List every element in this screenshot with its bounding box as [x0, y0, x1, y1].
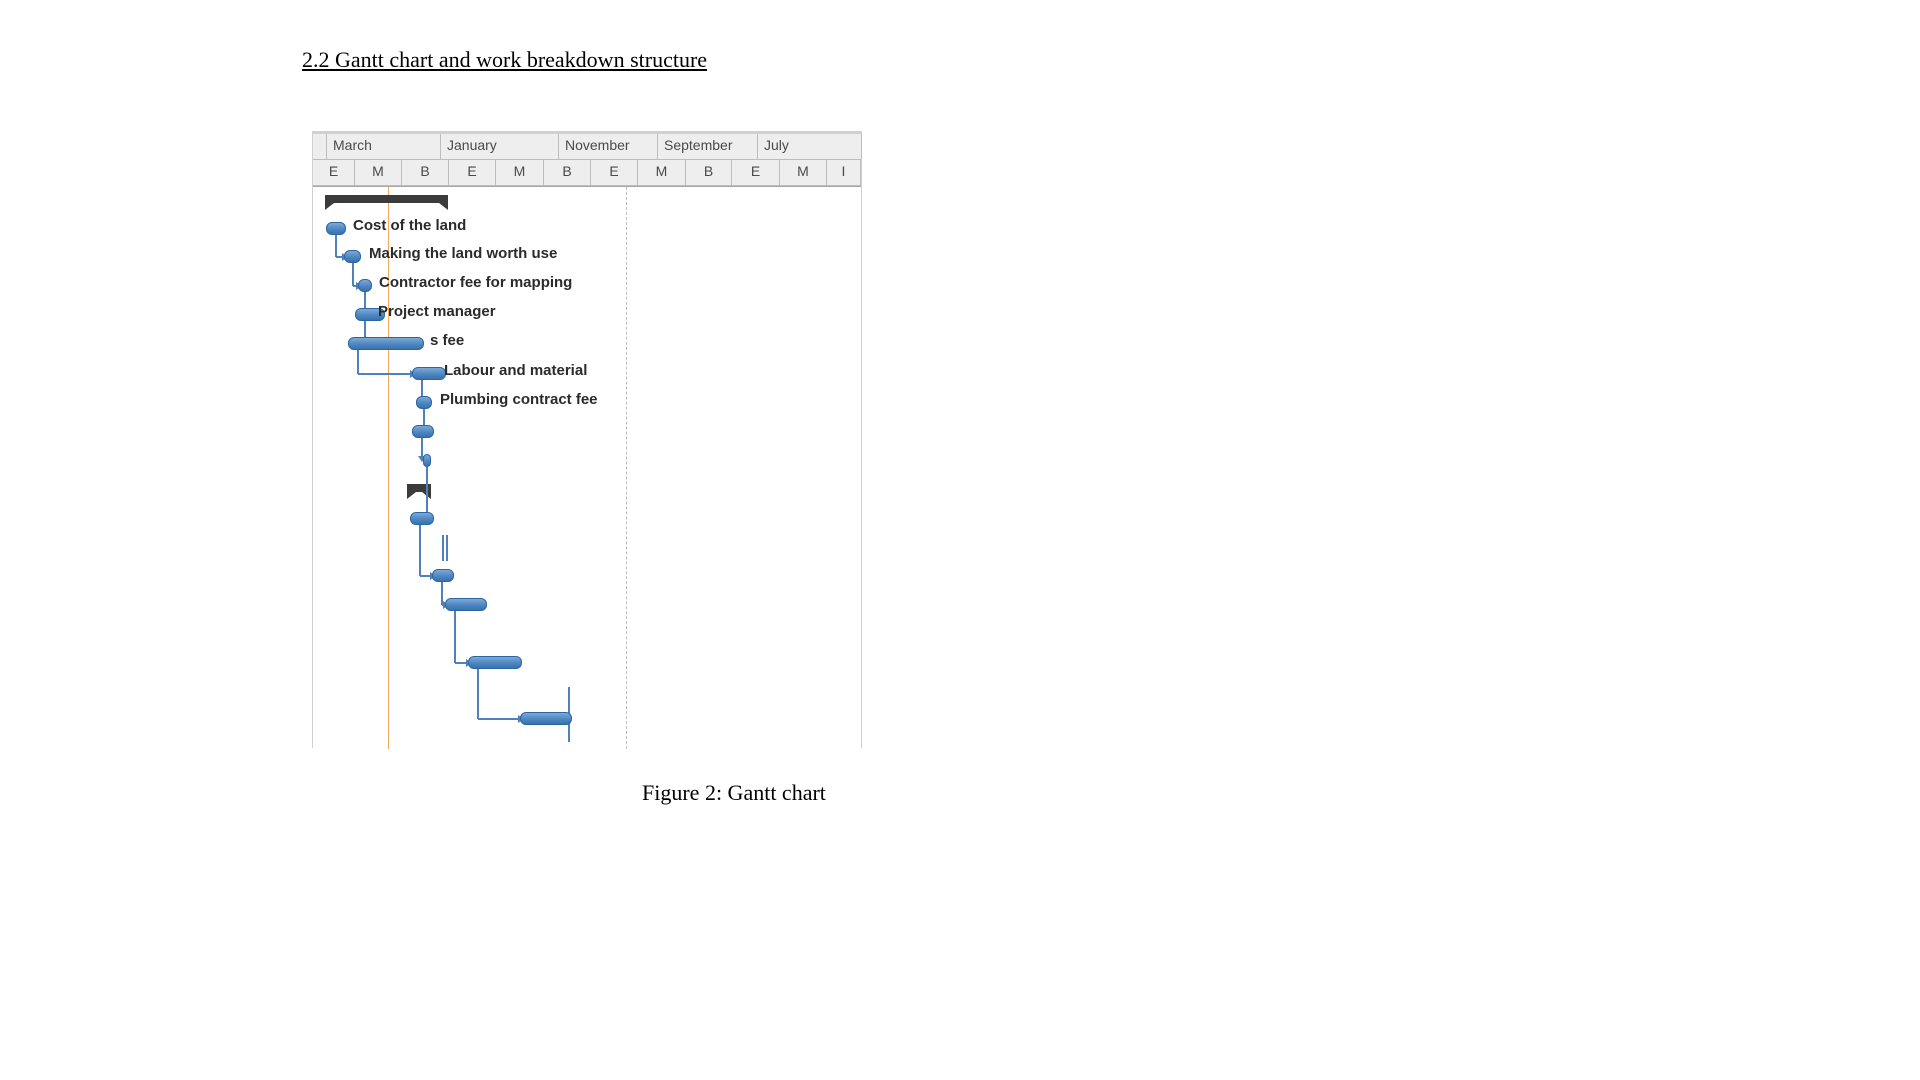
gantt-header-subcell: B	[402, 160, 449, 185]
gantt-link	[358, 373, 412, 375]
gantt-task-bar[interactable]	[326, 222, 346, 235]
gantt-link	[477, 669, 479, 719]
gantt-header-subcell: E	[313, 160, 355, 185]
gantt-header-subcell: M	[638, 160, 686, 185]
page: { "section": { "title": "2.2 Gantt chart…	[0, 0, 1920, 1080]
gantt-header-subcells: EMBEMBEMBEMI	[313, 160, 861, 186]
gantt-task-bar[interactable]	[423, 454, 431, 467]
gantt-tick	[446, 535, 448, 561]
gantt-task-label: Project manager	[378, 303, 496, 320]
gantt-body: Cost of the land Making the land worth us…	[313, 187, 861, 749]
gantt-link	[478, 718, 520, 720]
gantt-header-month: September	[658, 134, 758, 159]
gantt-task-bar[interactable]	[416, 396, 432, 409]
gantt-reference-line	[626, 187, 627, 749]
gantt-link	[357, 350, 359, 374]
gantt-link	[426, 467, 428, 519]
gantt-header-month: November	[559, 134, 658, 159]
gantt-header-months: MarchJanuaryNovemberSeptemberJuly	[313, 134, 861, 160]
gantt-link	[352, 263, 354, 286]
gantt-header-subcell: E	[732, 160, 780, 185]
section-title: 2.2 Gantt chart and work breakdown struc…	[302, 47, 707, 73]
gantt-link	[454, 611, 456, 663]
gantt-header-subcell: E	[591, 160, 638, 185]
figure-caption: Figure 2: Gantt chart	[642, 780, 826, 806]
gantt-task-bar[interactable]	[344, 250, 361, 263]
gantt-task-bar[interactable]	[468, 656, 522, 669]
gantt-task-bar[interactable]	[445, 598, 487, 611]
gantt-header-month: January	[441, 134, 559, 159]
gantt-task-bar[interactable]	[520, 712, 572, 725]
gantt-header-subcell: I	[827, 160, 861, 185]
gantt-header-subcell: M	[780, 160, 827, 185]
gantt-task-label: Cost of the land	[353, 217, 466, 234]
gantt-today-line	[388, 187, 389, 749]
gantt-chart: MarchJanuaryNovemberSeptemberJuly EMBEMB…	[312, 131, 862, 748]
gantt-link	[419, 525, 421, 576]
gantt-task-bar[interactable]	[412, 367, 446, 380]
gantt-header-subcell: M	[355, 160, 402, 185]
gantt-header-month: March	[327, 134, 441, 159]
gantt-task-label: Labour and material	[444, 362, 587, 379]
gantt-header-month-lead	[313, 134, 327, 159]
gantt-task-label: Contractor fee for mapping	[379, 274, 572, 291]
gantt-task-bar[interactable]	[410, 512, 434, 525]
gantt-task-label: Plumbing contract fee	[440, 391, 598, 408]
gantt-task-bar[interactable]	[432, 569, 454, 582]
gantt-task-label: s fee	[430, 332, 464, 349]
gantt-header-subcell: B	[686, 160, 732, 185]
gantt-link	[335, 235, 337, 257]
gantt-tick	[442, 535, 444, 561]
gantt-summary-bar	[325, 195, 448, 203]
gantt-task-bar[interactable]	[358, 279, 372, 292]
gantt-header-subcell: E	[449, 160, 496, 185]
gantt-task-bar[interactable]	[348, 337, 424, 350]
gantt-header-month: July	[758, 134, 862, 159]
gantt-header-subcell: M	[496, 160, 544, 185]
gantt-header: MarchJanuaryNovemberSeptemberJuly EMBEMB…	[313, 134, 861, 187]
gantt-header-subcell: B	[544, 160, 591, 185]
gantt-task-bar[interactable]	[412, 425, 434, 438]
gantt-task-label: Making the land worth use	[369, 245, 557, 262]
